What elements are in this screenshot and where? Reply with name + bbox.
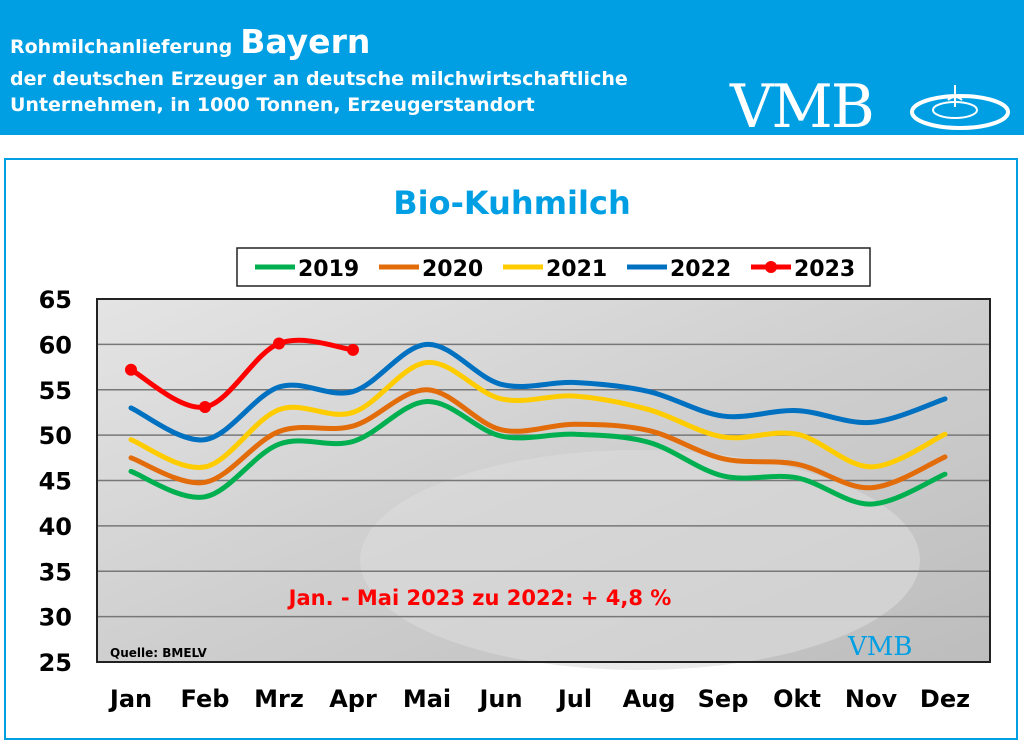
y-tick-label: 60 <box>39 331 72 359</box>
chart-title: Bio-Kuhmilch <box>393 184 631 222</box>
x-tick-label: Feb <box>181 685 230 713</box>
series-line-2023 <box>128 337 356 410</box>
data-point-2023 <box>199 400 211 413</box>
x-tick-label: Jun <box>477 685 522 713</box>
x-tick-label: Nov <box>845 685 898 713</box>
chart-frame <box>4 158 1018 740</box>
vmb-logo: VMB <box>730 72 1010 142</box>
y-tick-label: 65 <box>39 286 72 314</box>
data-point-2023 <box>273 337 285 350</box>
watermark-logo: VMB <box>847 632 913 662</box>
annotation: Jan. - Mai 2023 zu 2022: + 4,8 % <box>287 586 672 610</box>
legend-label: 2022 <box>670 257 731 282</box>
x-tick-label: Mrz <box>254 685 304 713</box>
legend-label: 2020 <box>422 257 483 282</box>
y-tick-label: 35 <box>39 558 72 586</box>
header-banner: Rohmilchanlieferung Bayern der deutschen … <box>0 0 1024 142</box>
x-tick-label: Okt <box>773 685 821 713</box>
source-label: Quelle: BMELV <box>110 646 208 660</box>
y-tick-label: 40 <box>39 513 72 541</box>
y-tick-label: 45 <box>39 468 72 496</box>
header-title: Rohmilchanlieferung Bayern <box>10 22 371 61</box>
series-line-2019 <box>128 399 948 507</box>
x-tick-label: Dez <box>920 685 970 713</box>
x-tick-label: Mai <box>403 685 451 713</box>
milk-background-image <box>360 450 920 670</box>
series-line-2020 <box>128 387 948 491</box>
x-tick-label: Jul <box>556 685 592 713</box>
milk-drop-logo-icon <box>910 85 1010 130</box>
y-tick-label: 30 <box>39 604 72 632</box>
legend-label: 2021 <box>546 257 607 282</box>
series-line-2022 <box>128 341 948 443</box>
legend-label: 2023 <box>794 257 855 282</box>
x-tick-label: Jan <box>108 685 152 713</box>
legend-label: 2019 <box>298 257 359 282</box>
data-point-2023 <box>347 343 359 356</box>
x-tick-label: Apr <box>329 685 377 713</box>
y-tick-label: 25 <box>39 649 72 677</box>
x-tick-label: Sep <box>698 685 749 713</box>
region-name: Bayern <box>240 22 371 61</box>
y-tick-label: 55 <box>39 377 72 405</box>
data-point-2023 <box>125 363 137 376</box>
y-tick-label: 50 <box>39 422 72 450</box>
series-line-2021 <box>128 360 948 470</box>
x-tick-label: Aug <box>623 685 676 713</box>
header-subtitle: der deutschen Erzeuger an deutsche milch… <box>10 68 628 116</box>
